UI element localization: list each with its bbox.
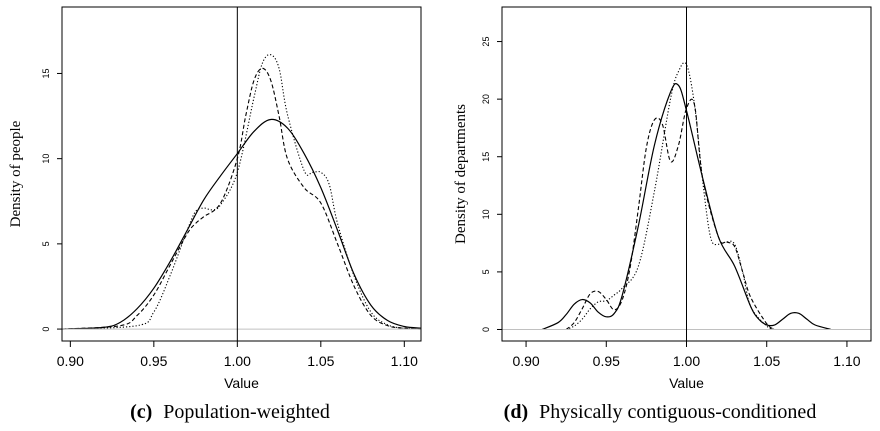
- chart-d-y-tick-label: 10: [481, 209, 491, 219]
- chart-d-caption-prefix: (d): [504, 401, 528, 423]
- chart-c-series-dashed-line: [62, 67, 421, 330]
- chart-panel-c: 0.90 0.95 1.00 1.05 1.10 0 5 10 15 Value Densit…: [8, 6, 422, 423]
- chart-d-y-tick-label: 20: [481, 94, 491, 104]
- chart-d-y-tick-label: 15: [481, 152, 491, 162]
- chart-d-series-solid-line: [541, 82, 832, 331]
- chart-c-y-tick-label: 15: [41, 68, 51, 78]
- chart-d-x-ticks: 0.90 0.95 1.00 1.05 1.10: [512, 341, 861, 369]
- chart-c-y-axis-label: Density of people: [8, 120, 24, 227]
- chart-c-y-tick-label: 10: [41, 154, 51, 164]
- chart-d-caption: (d) Physically contiguous-conditioned: [504, 401, 817, 423]
- chart-d-series-layer: [541, 61, 832, 331]
- chart-d-x-tick-label: 0.90: [512, 353, 539, 369]
- chart-c-caption-prefix: (c): [130, 401, 152, 423]
- chart-d-series-dotted-line: [565, 61, 775, 331]
- chart-c-x-tick-label: 1.05: [307, 353, 334, 369]
- chart-c-series-dotted-line: [62, 53, 421, 330]
- chart-d-y-ticks: 0 5 10 15 20 25: [481, 37, 502, 332]
- chart-c-x-ticks: 0.90 0.95 1.00 1.05 1.10: [57, 341, 418, 369]
- chart-c-series-layer: [62, 53, 421, 330]
- chart-c-caption-text: Population-weighted: [163, 401, 330, 423]
- chart-c-series-solid-line: [62, 118, 421, 330]
- chart-c-x-tick-label: 1.10: [391, 353, 418, 369]
- chart-c-y-ticks: 0 5 10 15: [41, 68, 62, 332]
- chart-d-y-tick-label: 0: [481, 327, 491, 332]
- chart-d-y-axis-label: Density of departments: [453, 104, 469, 244]
- chart-c-x-tick-label: 0.95: [140, 353, 167, 369]
- chart-d-caption-text: Physically contiguous-conditioned: [539, 401, 816, 423]
- chart-d-y-tick-label: 25: [481, 37, 491, 47]
- chart-d-series-dashed-line: [565, 98, 776, 330]
- chart-d-y-tick-label: 5: [481, 269, 491, 274]
- chart-c-x-tick-label: 1.00: [224, 353, 251, 369]
- chart-d-x-tick-label: 1.10: [833, 353, 860, 369]
- chart-c-y-tick-label: 0: [41, 327, 51, 332]
- chart-c-x-axis-label: Value: [224, 375, 259, 391]
- chart-d-x-tick-label: 1.05: [753, 353, 780, 369]
- chart-d-x-axis-label: Value: [669, 375, 704, 391]
- chart-panel-d: 0.90 0.95 1.00 1.05 1.10 0 5 10 15 20 25 Value De…: [453, 6, 872, 423]
- chart-d-x-tick-label: 0.95: [593, 353, 620, 369]
- chart-c-plot-frame: [61, 6, 422, 342]
- chart-c-caption: (c) Population-weighted: [130, 401, 330, 423]
- chart-c-x-tick-label: 0.90: [57, 353, 84, 369]
- chart-d-x-tick-label: 1.00: [673, 353, 700, 369]
- chart-c-y-tick-label: 5: [41, 241, 51, 246]
